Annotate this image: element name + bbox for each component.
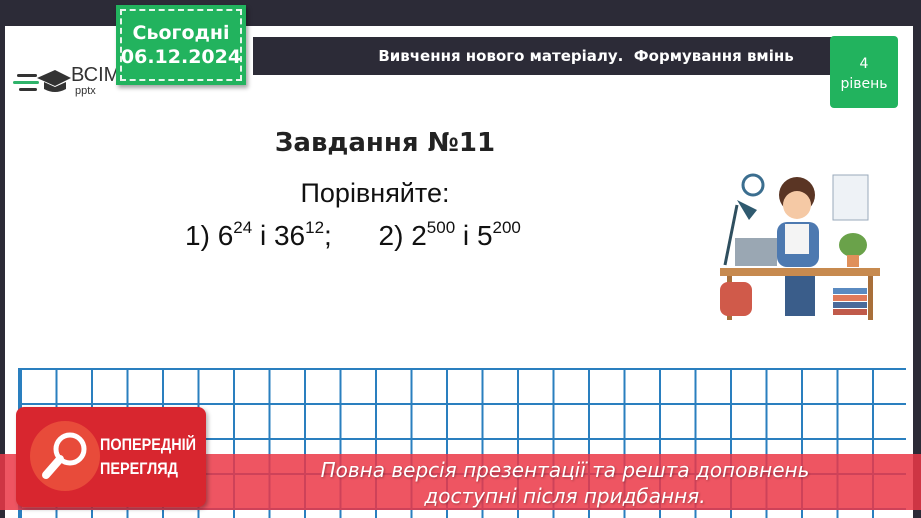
conjunction: і [252,220,274,251]
task-instruction: Порівняйте: [300,178,450,208]
level-number: 4 [859,56,869,72]
vsim-logo: ВСІМ pptx [11,64,121,100]
semicolon: ; [324,220,332,251]
conjunction: і [455,220,477,251]
preview-line1: ПОПЕРЕДНІЙ [100,435,197,454]
part1-prefix: 1) [185,220,218,251]
student-illustration [720,173,880,320]
base: 5 [476,220,493,251]
preview-badge[interactable]: ПОПЕРЕДНІЙ ПЕРЕГЛЯД [16,407,206,507]
banner-line1: Повна версія презентації та решта доповн… [320,458,810,482]
date-tag: Сьогодні 06.12.2024 [116,5,246,85]
task-expression: 1) 624 і 3612; 2) 2500 і 5200 [185,218,521,252]
base: 6 [217,220,234,251]
exponent: 200 [492,218,521,237]
banner-line2: доступні після придбання. [424,484,706,508]
exponent: 24 [233,218,253,237]
exponent: 500 [426,218,456,237]
part2: 2) 2500 і 5200 [378,218,521,251]
date-label: Сьогодні [132,22,230,44]
logo-sub: pptx [75,85,96,97]
magnifier-icon [30,421,100,491]
task-title: Завдання №11 [274,128,496,158]
base: 36 [273,220,306,251]
purchase-banner-text: Повна версія презентації та решта доповн… [240,457,890,509]
part1: 1) 624 і 3612; [185,218,332,251]
preview-label: ПОПЕРЕДНІЙ ПЕРЕГЛЯД [100,433,196,481]
logo-brand: ВСІМ [71,64,121,86]
base: 2 [411,220,427,251]
exponent: 12 [305,218,325,237]
preview-line2: ПЕРЕГЛЯД [100,459,178,478]
level-label: рівень [840,76,888,92]
level-badge: 4 рівень [830,36,898,108]
header-title: Вивчення нового матеріалу. Формування вм… [378,47,794,65]
part2-prefix: 2) [378,220,412,251]
header-bar: Вивчення нового матеріалу. Формування вм… [253,37,839,75]
date-value: 06.12.2024 [120,46,242,68]
